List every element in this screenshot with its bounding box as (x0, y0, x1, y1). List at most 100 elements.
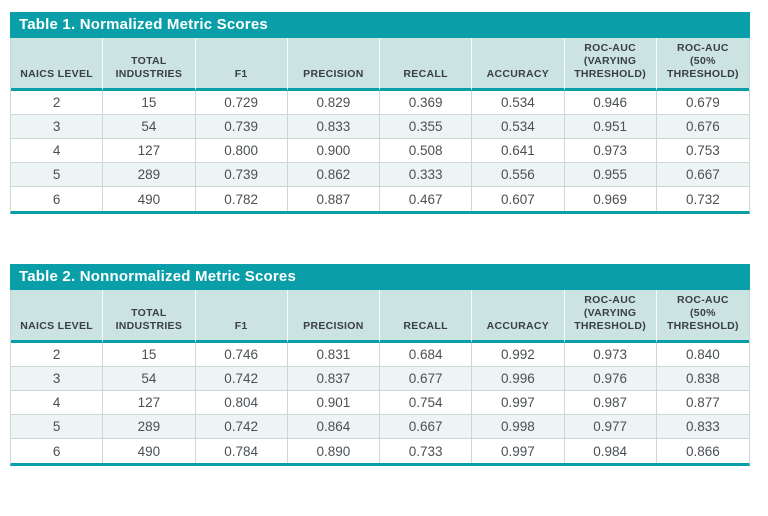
table-cell: 0.969 (564, 187, 657, 211)
table-cell: 0.992 (472, 343, 565, 367)
table-2-nonnormalized-metric-scores: Table 2. Nonnormalized Metric Scores NAI… (10, 264, 750, 466)
table-cell: 0.998 (472, 415, 565, 439)
table-cell: 0.782 (195, 187, 288, 211)
table-cell: 15 (103, 343, 196, 367)
table-cell: 0.729 (195, 91, 288, 115)
table-cell: 289 (103, 415, 196, 439)
table-cell: 0.973 (564, 139, 657, 163)
table-cell: 0.607 (472, 187, 565, 211)
table-cell: 490 (103, 187, 196, 211)
column-header-total-industries: TOTAL INDUSTRIES (103, 290, 196, 343)
table-cell: 0.900 (287, 139, 380, 163)
table-cell: 0.534 (472, 115, 565, 139)
table-cell: 0.977 (564, 415, 657, 439)
column-header-naics-level: NAICS LEVEL (11, 290, 104, 343)
table-1: NAICS LEVEL TOTAL INDUSTRIES F1 PRECISIO… (10, 38, 750, 214)
table-cell: 0.753 (656, 139, 749, 163)
column-header-accuracy: ACCURACY (472, 290, 565, 343)
table-cell: 15 (103, 91, 196, 115)
table-cell: 0.946 (564, 91, 657, 115)
column-header-f1: F1 (195, 290, 288, 343)
table-row: 3 54 0.739 0.833 0.355 0.534 0.951 0.676 (11, 115, 749, 139)
table-cell: 4 (11, 391, 104, 415)
table-2: NAICS LEVEL TOTAL INDUSTRIES F1 PRECISIO… (10, 290, 750, 466)
table-cell: 0.833 (656, 415, 749, 439)
table-cell: 0.467 (380, 187, 473, 211)
table-cell: 0.864 (287, 415, 380, 439)
table-cell: 0.369 (380, 91, 473, 115)
table-1-title: Table 1. Normalized Metric Scores (10, 12, 750, 38)
table-cell: 0.804 (195, 391, 288, 415)
table-cell: 0.887 (287, 187, 380, 211)
table-cell: 0.800 (195, 139, 288, 163)
table-row: 5 289 0.742 0.864 0.667 0.998 0.977 0.833 (11, 415, 749, 439)
table-cell: 0.667 (656, 163, 749, 187)
table-row: 2 15 0.729 0.829 0.369 0.534 0.946 0.679 (11, 91, 749, 115)
table-row: 5 289 0.739 0.862 0.333 0.556 0.955 0.667 (11, 163, 749, 187)
table-cell: 0.733 (380, 439, 473, 463)
table-cell: 0.746 (195, 343, 288, 367)
table-cell: 6 (11, 439, 104, 463)
table-cell: 0.556 (472, 163, 565, 187)
column-header-precision: PRECISION (287, 38, 380, 91)
table-cell: 3 (11, 115, 104, 139)
table-1-normalized-metric-scores: Table 1. Normalized Metric Scores NAICS … (10, 12, 750, 214)
table-cell: 0.951 (564, 115, 657, 139)
table-cell: 0.784 (195, 439, 288, 463)
table-cell: 0.742 (195, 415, 288, 439)
table-row: 6 490 0.784 0.890 0.733 0.997 0.984 0.866 (11, 439, 749, 463)
table-row: 4 127 0.804 0.901 0.754 0.997 0.987 0.877 (11, 391, 749, 415)
table-2-body: 2 15 0.746 0.831 0.684 0.992 0.973 0.840 3 54 0.74… (11, 343, 749, 463)
column-header-f1: F1 (195, 38, 288, 91)
table-cell: 0.976 (564, 367, 657, 391)
table-cell: 0.508 (380, 139, 473, 163)
column-header-accuracy: ACCURACY (472, 38, 565, 91)
table-cell: 0.333 (380, 163, 473, 187)
table-cell: 0.534 (472, 91, 565, 115)
table-cell: 127 (103, 391, 196, 415)
table-cell: 0.754 (380, 391, 473, 415)
table-row: 4 127 0.800 0.900 0.508 0.641 0.973 0.753 (11, 139, 749, 163)
table-1-header: NAICS LEVEL TOTAL INDUSTRIES F1 PRECISIO… (11, 38, 749, 91)
column-header-recall: RECALL (380, 290, 473, 343)
column-header-roc-auc-50: ROC-AUC (50% THRESHOLD) (656, 38, 749, 91)
table-2-header: NAICS LEVEL TOTAL INDUSTRIES F1 PRECISIO… (11, 290, 749, 343)
column-header-roc-auc-varying: ROC-AUC (VARYING THRESHOLD) (564, 290, 657, 343)
table-cell: 0.984 (564, 439, 657, 463)
table-2-title: Table 2. Nonnormalized Metric Scores (10, 264, 750, 290)
table-cell: 0.901 (287, 391, 380, 415)
table-cell: 0.831 (287, 343, 380, 367)
table-row: 2 15 0.746 0.831 0.684 0.992 0.973 0.840 (11, 343, 749, 367)
column-header-roc-auc-50: ROC-AUC (50% THRESHOLD) (656, 290, 749, 343)
table-cell: 0.973 (564, 343, 657, 367)
table-cell: 2 (11, 91, 104, 115)
column-header-precision: PRECISION (287, 290, 380, 343)
table-cell: 0.837 (287, 367, 380, 391)
table-row: 3 54 0.742 0.837 0.677 0.996 0.976 0.838 (11, 367, 749, 391)
table-cell: 6 (11, 187, 104, 211)
report-page: Table 1. Normalized Metric Scores NAICS … (10, 12, 750, 516)
table-cell: 0.742 (195, 367, 288, 391)
table-cell: 0.997 (472, 439, 565, 463)
table-cell: 5 (11, 415, 104, 439)
table-cell: 2 (11, 343, 104, 367)
header-row: NAICS LEVEL TOTAL INDUSTRIES F1 PRECISIO… (11, 38, 749, 91)
table-cell: 0.838 (656, 367, 749, 391)
table-cell: 0.996 (472, 367, 565, 391)
table-cell: 289 (103, 163, 196, 187)
table-cell: 0.684 (380, 343, 473, 367)
column-header-recall: RECALL (380, 38, 473, 91)
table-cell: 0.862 (287, 163, 380, 187)
table-cell: 0.676 (656, 115, 749, 139)
column-header-total-industries: TOTAL INDUSTRIES (103, 38, 196, 91)
table-cell: 0.890 (287, 439, 380, 463)
table-cell: 0.677 (380, 367, 473, 391)
table-cell: 0.840 (656, 343, 749, 367)
table-cell: 0.829 (287, 91, 380, 115)
table-row: 6 490 0.782 0.887 0.467 0.607 0.969 0.732 (11, 187, 749, 211)
table-cell: 54 (103, 367, 196, 391)
table-cell: 0.732 (656, 187, 749, 211)
table-cell: 0.641 (472, 139, 565, 163)
column-header-naics-level: NAICS LEVEL (11, 38, 104, 91)
table-1-body: 2 15 0.729 0.829 0.369 0.534 0.946 0.679 3 54 0.73… (11, 91, 749, 211)
